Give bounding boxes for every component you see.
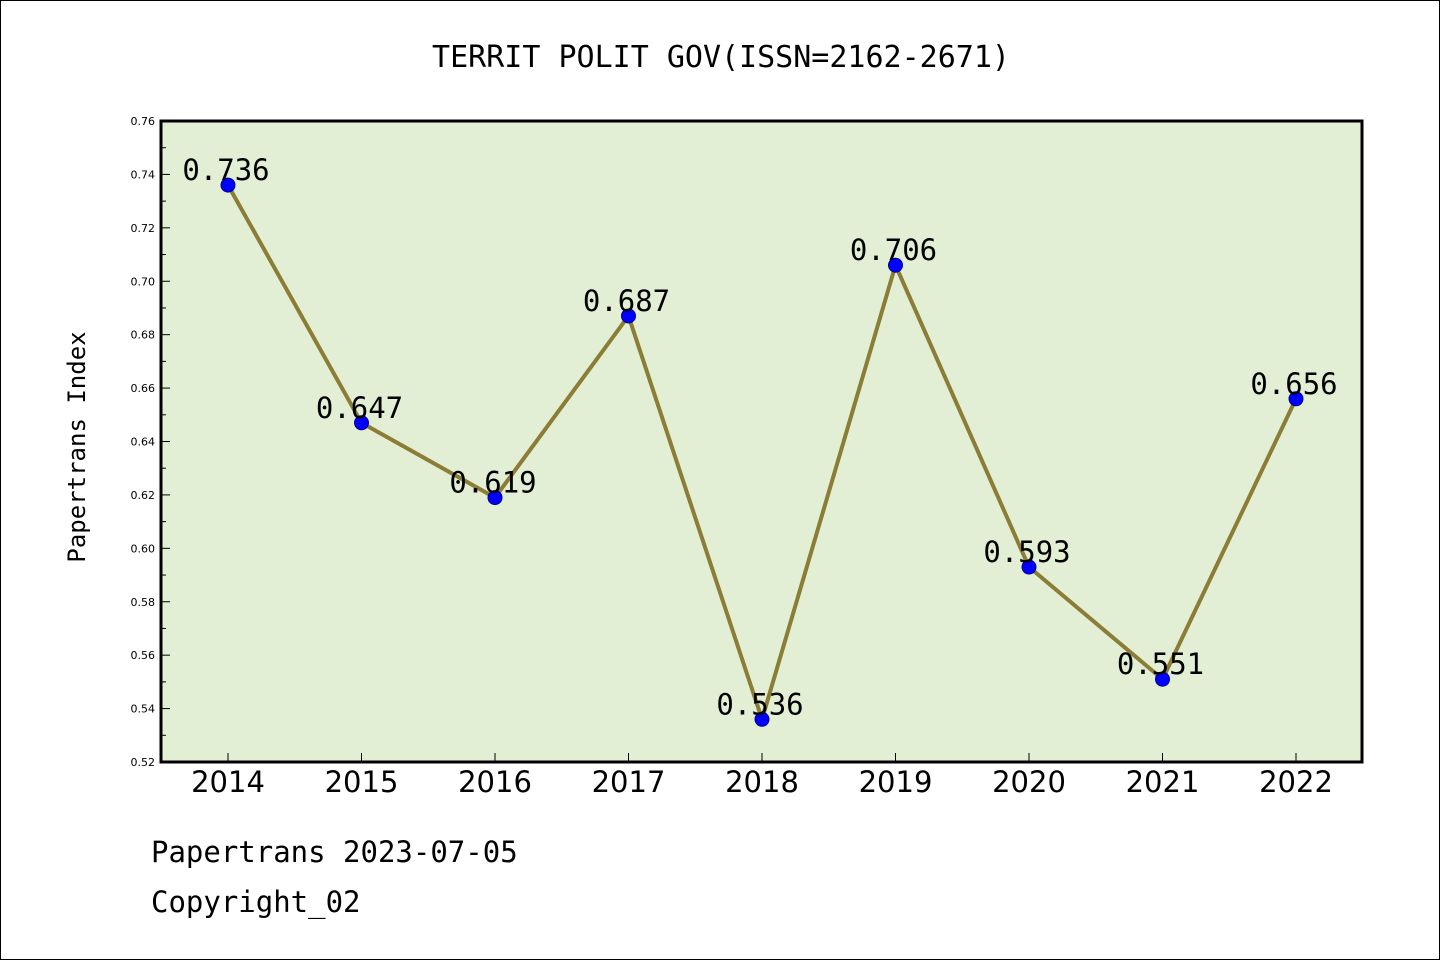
y-tick-label: 0.68 [131, 329, 156, 342]
y-tick-label: 0.76 [131, 115, 156, 128]
data-label: 0.593 [983, 535, 1070, 569]
series-group: 0.736 0.647 0.619 0.687 0.536 0.706 0.593 0.551… [182, 153, 1338, 727]
y-axis: 0.52 0.54 0.56 0.58 0.60 0.62 0.64 0.66 0.68 0.70… [131, 115, 170, 769]
data-point [754, 711, 770, 727]
y-tick-label: 0.70 [131, 275, 156, 288]
y-tick-label: 0.64 [131, 436, 156, 449]
footer-copyright: Copyright_02 [151, 885, 361, 919]
data-point [220, 177, 236, 193]
y-tick-label: 0.52 [131, 756, 156, 769]
y-tick-label: 0.56 [131, 649, 156, 662]
x-tick-label: 2020 [992, 765, 1066, 799]
y-tick-label: 0.66 [131, 382, 156, 395]
y-tick-label: 0.60 [131, 542, 156, 555]
y-tick-label: 0.62 [131, 489, 156, 502]
data-label: 0.687 [583, 284, 670, 318]
data-point [1021, 559, 1037, 575]
data-label: 0.656 [1250, 367, 1337, 401]
data-point [354, 415, 369, 431]
plot-area [159, 119, 1364, 764]
data-point [487, 490, 503, 506]
data-point [888, 257, 903, 273]
x-tick-label: 2018 [725, 765, 799, 799]
data-point [1288, 391, 1304, 407]
x-tick-label: 2021 [1126, 765, 1200, 799]
y-tick-label: 0.72 [131, 222, 156, 235]
y-axis-label: Papertrans Index [63, 331, 91, 562]
x-tick-label: 2014 [191, 765, 265, 799]
x-tick-label: 2017 [592, 765, 666, 799]
x-tick-label: 2019 [859, 765, 933, 799]
footer-date: Papertrans 2023-07-05 [151, 835, 518, 869]
data-label: 0.736 [182, 153, 269, 187]
data-label: 0.647 [316, 391, 403, 425]
y-tick-label: 0.74 [131, 168, 156, 181]
x-tick-label: 2016 [458, 765, 532, 799]
x-tick-label: 2022 [1259, 765, 1333, 799]
chart-title: TERRIT POLIT GOV(ISSN=2162-2671) [432, 40, 1010, 75]
data-label: 0.619 [449, 466, 536, 500]
data-label: 0.706 [850, 233, 937, 267]
y-tick-label: 0.58 [131, 596, 156, 609]
data-point [1155, 671, 1170, 687]
data-point [621, 308, 636, 324]
y-tick-label: 0.54 [131, 703, 156, 716]
data-label: 0.551 [1117, 647, 1204, 681]
x-tick-label: 2015 [325, 765, 399, 799]
x-axis: 2014 2015 2016 2017 2018 2019 2020 2021 2022 [191, 753, 1333, 799]
data-label: 0.536 [716, 687, 803, 721]
